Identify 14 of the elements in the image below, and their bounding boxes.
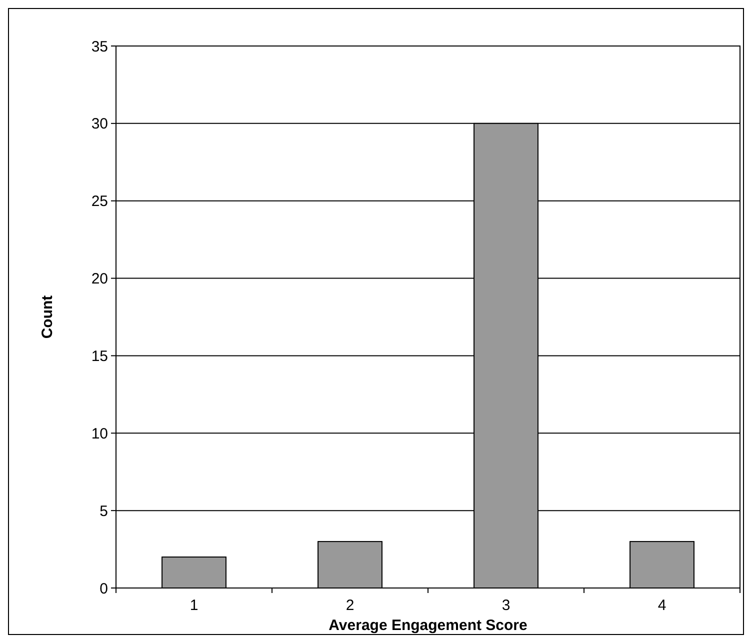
x-tick-label: 2	[346, 597, 354, 614]
y-tick-label: 5	[100, 502, 108, 520]
y-tick-label: 25	[91, 193, 108, 210]
x-tick-label: 4	[658, 597, 666, 614]
x-tick-label: 3	[502, 597, 510, 614]
y-tick-label: 10	[91, 425, 108, 442]
y-tick-label: 20	[91, 270, 108, 288]
y-axis-title: Count	[39, 295, 56, 339]
y-tick-label: 35	[91, 38, 108, 56]
y-tick-label: 15	[91, 348, 108, 365]
y-tick-label: 0	[100, 580, 108, 598]
y-tick-label: 30	[91, 116, 108, 133]
x-axis-title: Average Engagement Score	[328, 617, 528, 634]
x-tick-label: 1	[190, 597, 198, 614]
